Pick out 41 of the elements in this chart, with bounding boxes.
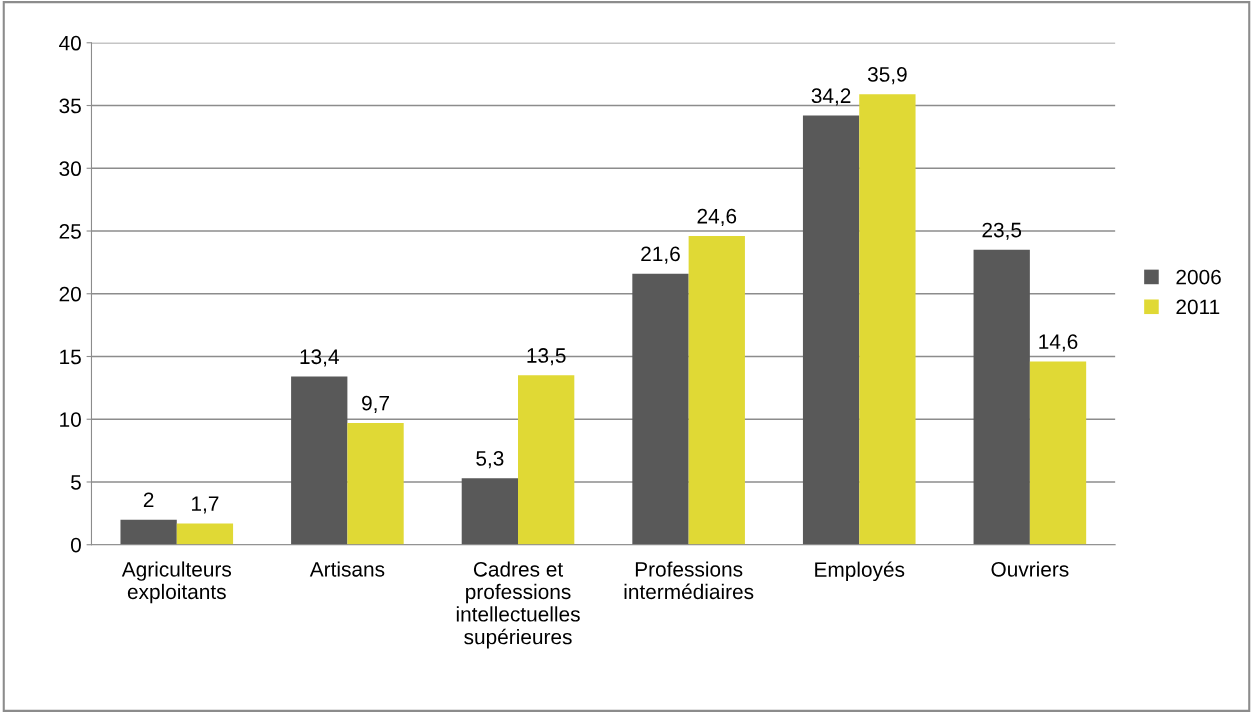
bar xyxy=(632,273,689,545)
data-label: 13,5 xyxy=(527,348,566,366)
bar xyxy=(291,376,348,545)
data-label: 2 xyxy=(143,492,154,507)
y-tick-label: 0 xyxy=(70,537,81,553)
y-tick-label: 25 xyxy=(59,224,81,239)
x-tick-label: Professions intermédiaires xyxy=(624,561,754,600)
y-tick-label: 35 xyxy=(59,98,81,114)
x-tick-label: Employés xyxy=(815,561,905,582)
data-label: 13,4 xyxy=(300,349,339,367)
data-label: 9,7 xyxy=(362,395,389,414)
data-label: 21,6 xyxy=(641,246,680,264)
data-label: 14,6 xyxy=(1039,334,1078,352)
bar xyxy=(1029,361,1087,545)
x-tick-label: Artisans xyxy=(309,561,385,577)
bar xyxy=(176,523,234,545)
bar xyxy=(802,115,860,545)
bar xyxy=(973,249,1030,545)
data-label: 35,9 xyxy=(867,67,907,85)
x-tick-label: Ouvriers xyxy=(991,561,1069,577)
bar xyxy=(347,423,404,545)
bar xyxy=(461,478,519,545)
data-label: 5,3 xyxy=(476,451,504,469)
data-label: 34,2 xyxy=(811,88,851,106)
data-label: 24,6 xyxy=(697,208,737,227)
data-label: 1,7 xyxy=(192,496,219,514)
y-tick-label: 30 xyxy=(59,161,81,177)
x-tick-label: Agriculteurs exploitants xyxy=(121,561,232,604)
y-tick-label: 20 xyxy=(59,286,81,302)
x-tick-label: Cadres et professions intellectuelles supérieures xyxy=(456,561,580,649)
legend-label: 2006 xyxy=(1176,269,1221,285)
legend-label: 2011 xyxy=(1176,299,1220,315)
bar xyxy=(688,236,745,545)
y-tick-label: 40 xyxy=(59,35,81,51)
y-tick-label: 5 xyxy=(70,475,81,490)
bar xyxy=(120,519,177,545)
y-tick-label: 10 xyxy=(60,412,81,427)
bar xyxy=(518,375,575,545)
y-tick-label: 15 xyxy=(60,349,81,365)
data-label: 23,5 xyxy=(982,222,1022,240)
bar xyxy=(859,94,916,545)
